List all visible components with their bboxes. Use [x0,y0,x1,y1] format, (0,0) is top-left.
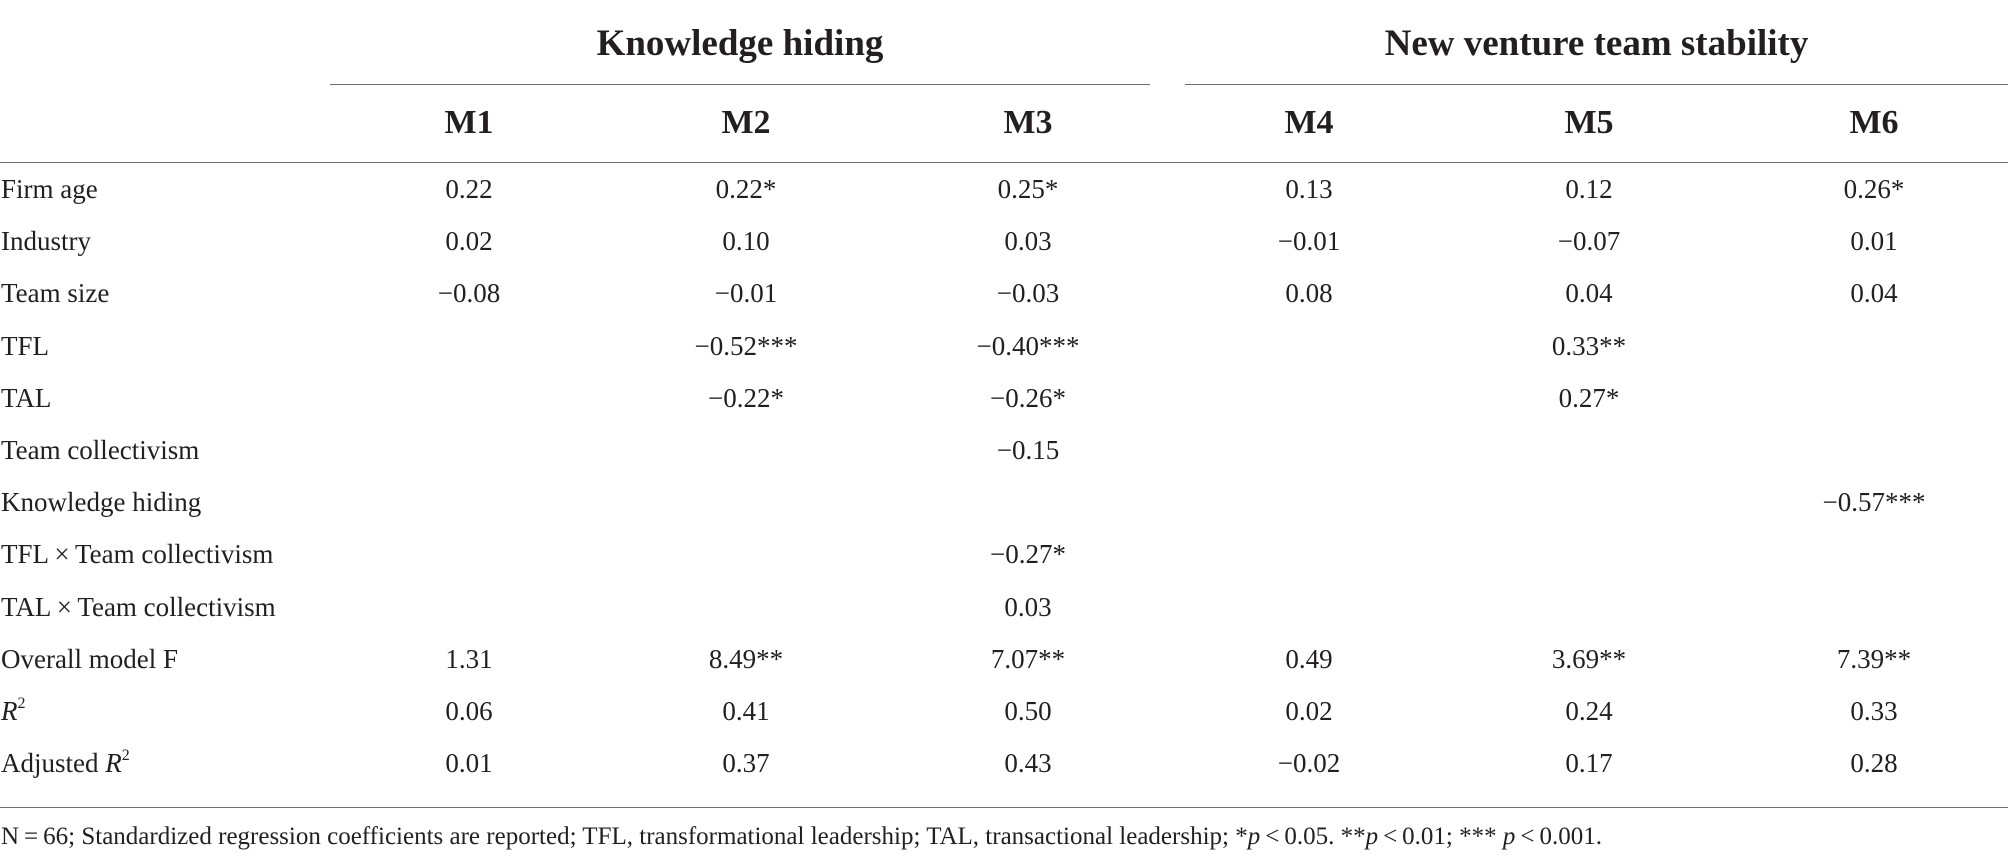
footnote-text: N = 66; Standardized regression coeffici… [1,823,1248,850]
table-row: Industry 0.02 0.10 0.03 −0.01 −0.07 0.01 [0,215,2008,267]
table-cell-m2: −0.22* [708,382,784,413]
table-cell-m2: 0.22* [715,174,777,204]
footnote-text: < 0.01; *** [1378,823,1503,850]
row-label-prefix: Adjusted [1,748,106,779]
table-cell-m4: −0.01 [1277,226,1341,257]
table-cell-m3: −0.40*** [976,330,1080,361]
table-cell-m4: 0.13 [1285,174,1333,204]
table-cell-m5: 3.69** [1551,643,1627,674]
row-label: Industry [1,226,91,257]
table-cell-m2: −0.52*** [694,330,798,361]
footnote-text: < 0.001. [1515,823,1602,850]
table-cell-m1: 0.02 [445,226,493,257]
table-cell-m3: −0.15 [996,435,1060,465]
table-cell-m1: −0.08 [437,278,501,309]
row-label: Overall model F [1,643,178,674]
table-cell-m5: 0.24 [1565,696,1613,726]
column-header-m3: M3 [1003,104,1053,141]
row-label: TAL × Team collectivism [1,591,276,622]
table-cell-m3: 0.25* [997,174,1059,204]
column-header-m1: M1 [444,104,494,141]
row-label-variable: R [105,748,122,779]
table-row: TFL −0.52*** −0.40*** 0.33** [0,320,2008,372]
table-cell-m3: 0.43 [1004,748,1052,779]
table-row: Overall model F 1.31 8.49** 7.07** 0.49 3.69*… [0,633,2008,685]
row-label-superscript: 2 [17,695,26,712]
table-cell-m3: 0.03 [1004,226,1052,257]
table-cell-m5: 0.17 [1565,748,1613,779]
table-row: Firm age 0.22 0.22* 0.25* 0.13 0.12 0.26* [0,163,2008,215]
column-header-m5: M5 [1564,104,1614,141]
column-header-m6: M6 [1849,104,1899,141]
table-cell-m2: −0.01 [714,278,778,309]
table-cell-m3: 0.03 [1004,591,1052,622]
table-row: Knowledge hiding −0.57*** [0,476,2008,528]
table-cell-m2: 0.37 [722,748,770,779]
footnote-p-symbol: p [1365,823,1379,850]
table-cell-m5: 0.27* [1558,382,1620,413]
table-row: TFL × Team collectivism −0.27* [0,528,2008,580]
group-rule-new-venture-team-stability [1185,84,2008,85]
table-cell-m3: 7.07** [990,643,1066,674]
row-label: TFL × Team collectivism [1,539,274,570]
table-cell-m1: 1.31 [445,643,493,674]
row-label: Adjusted R2 [1,737,130,789]
table-cell-m6: 0.01 [1850,226,1898,257]
table-cell-m5: 0.04 [1565,278,1613,309]
table-row: R2 0.06 0.41 0.50 0.02 0.24 0.33 [0,685,2008,737]
row-label: Team collectivism [1,435,200,465]
row-label: R2 [1,685,26,737]
table-cell-m4: −0.02 [1277,748,1341,779]
column-header-m2: M2 [721,104,771,141]
group-header-new-venture-team-stability: New venture team stability [1384,23,1809,64]
table-cell-m3: 0.50 [1004,696,1052,726]
table-cell-m6: −0.57*** [1822,487,1926,518]
table-cell-m1: 0.06 [445,696,493,726]
table-cell-m6: 0.33 [1850,696,1898,726]
row-label-superscript: 2 [121,747,130,765]
row-label: TFL [1,330,50,361]
table-cell-m5: 0.33** [1551,330,1627,361]
table-cell-m6: 7.39** [1836,643,1912,674]
footnote-text: < 0.05. ** [1260,823,1366,850]
table-cell-m4: 0.02 [1285,696,1333,726]
row-label-variable: R [1,696,18,726]
group-rule-knowledge-hiding [330,84,1150,85]
table-cell-m5: 0.12 [1565,174,1613,204]
column-header-m4: M4 [1284,104,1334,141]
row-label: TAL [1,382,52,413]
table-cell-m6: 0.26* [1843,174,1905,204]
table-cell-m4: 0.49 [1285,643,1333,674]
row-label: Firm age [1,174,98,204]
table-bottom-rule [0,807,2008,808]
table-cell-m1: 0.22 [445,174,493,204]
footnote-p-symbol: p [1502,823,1516,850]
table-row: Team size −0.08 −0.01 −0.03 0.08 0.04 0.04 [0,267,2008,319]
table-cell-m1: 0.01 [445,748,493,779]
table-cell-m5: −0.07 [1557,226,1621,257]
row-label: Knowledge hiding [1,487,202,518]
table-cell-m3: −0.03 [996,278,1060,309]
header-rule [0,162,2008,163]
table-cell-m3: −0.26* [990,382,1066,413]
row-label: Team size [1,278,110,309]
group-header-knowledge-hiding: Knowledge hiding [596,23,884,64]
table-cell-m2: 0.10 [722,226,770,257]
table-row: TAL −0.22* −0.26* 0.27* [0,372,2008,424]
table-cell-m4: 0.08 [1285,278,1333,309]
table-cell-m3: −0.27* [990,539,1066,570]
table-row: TAL × Team collectivism 0.03 [0,581,2008,633]
table-cell-m6: 0.28 [1850,748,1898,779]
table-row: Team collectivism −0.15 [0,424,2008,476]
table-cell-m2: 8.49** [708,643,784,674]
table-cell-m2: 0.41 [722,696,770,726]
footnote-p-symbol: p [1247,823,1261,850]
table-footnote: N = 66; Standardized regression coeffici… [1,812,1602,862]
table-row: Adjusted R2 0.01 0.37 0.43 −0.02 0.17 0.28 [0,737,2008,789]
table-cell-m6: 0.04 [1850,278,1898,309]
